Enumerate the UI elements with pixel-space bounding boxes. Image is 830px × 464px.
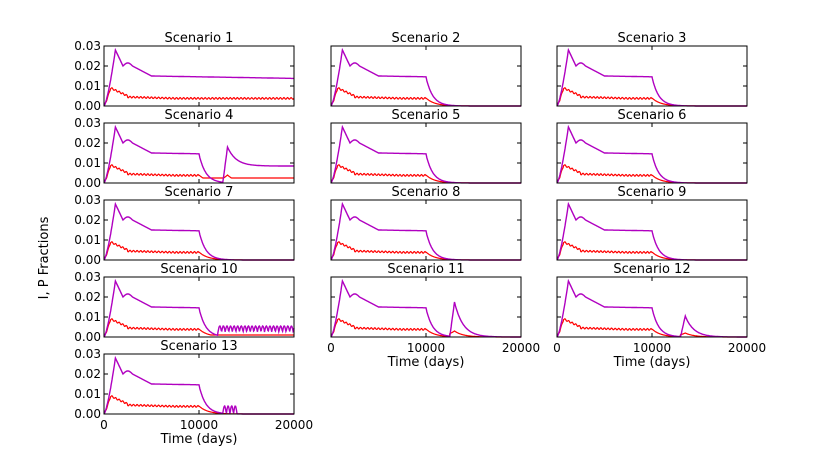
panel-title: Scenario 5	[392, 108, 461, 123]
series-i-line	[103, 87, 295, 107]
y-tick-label: 0.03	[74, 39, 101, 53]
panel-title: Scenario 4	[165, 108, 234, 123]
scenario-panel: Scenario 4 0.00 0.01 0.02 0.03	[74, 108, 295, 190]
scenario-panel: Scenario 13 0.00 0.01 0.02 0.03 0 10000 20000 Ti…	[74, 339, 313, 447]
panel-title: Scenario 8	[392, 185, 461, 200]
y-tick-label: 0.01	[74, 156, 101, 170]
y-tick-label: 0.01	[74, 310, 101, 324]
scenario-panel: Scenario 9	[556, 185, 748, 261]
x-tick-label: 20000	[502, 341, 540, 355]
panel-grid: Scenario 1 0.00 0.01 0.02 0.03 Scenario 2 Scen…	[74, 31, 766, 447]
x-axis-label: Time (days)	[387, 355, 465, 370]
y-tick-label: 0.00	[74, 176, 101, 190]
series-p-line	[103, 47, 294, 107]
x-tick-label: 10000	[633, 341, 671, 355]
y-tick-label: 0.02	[74, 136, 101, 150]
scenario-panel: Scenario 2	[330, 31, 522, 107]
series-p-line	[103, 278, 295, 338]
y-tick-label: 0.00	[74, 330, 101, 344]
x-axis-label: Time (days)	[613, 355, 691, 370]
y-tick-label: 0.00	[74, 407, 101, 421]
x-tick-label: 20000	[728, 341, 766, 355]
y-tick-label: 0.02	[74, 367, 101, 381]
panel-title: Scenario 3	[618, 31, 687, 46]
y-tick-label: 0.03	[74, 193, 101, 207]
panel-title: Scenario 11	[387, 262, 464, 277]
series-p-line	[556, 278, 747, 338]
scenario-panel: Scenario 11 0 10000 20000 Time (days)	[327, 262, 540, 370]
y-tick-label: 0.01	[74, 79, 101, 93]
x-axis-label: Time (days)	[160, 432, 238, 447]
x-tick-label: 10000	[180, 418, 218, 432]
panel-title: Scenario 9	[618, 185, 687, 200]
panel-title: Scenario 7	[165, 185, 234, 200]
panel-title: Scenario 12	[613, 262, 690, 277]
series-i-line	[103, 318, 294, 338]
panel-title: Scenario 13	[160, 339, 237, 354]
panel-title: Scenario 2	[392, 31, 461, 46]
scenario-panel: Scenario 5	[330, 108, 522, 184]
scenario-panel: Scenario 6	[556, 108, 748, 184]
series-p-line	[330, 278, 521, 338]
y-tick-label: 0.03	[74, 270, 101, 284]
scenario-panel: Scenario 10 0.00 0.01 0.02 0.03	[74, 262, 295, 344]
y-tick-label: 0.03	[74, 116, 101, 130]
scenario-panel: Scenario 7 0.00 0.01 0.02 0.03	[74, 185, 295, 267]
panel-title: Scenario 1	[165, 31, 234, 46]
y-tick-label: 0.02	[74, 290, 101, 304]
scenario-panel: Scenario 1 0.00 0.01 0.02 0.03	[74, 31, 295, 113]
y-tick-label: 0.02	[74, 59, 101, 73]
scenario-panel: Scenario 3	[556, 31, 748, 107]
x-tick-label: 20000	[275, 418, 313, 432]
x-tick-label: 0	[327, 341, 335, 355]
y-tick-label: 0.02	[74, 213, 101, 227]
x-tick-label: 10000	[407, 341, 445, 355]
y-tick-label: 0.01	[74, 387, 101, 401]
panel-title: Scenario 6	[618, 108, 687, 123]
y-tick-label: 0.01	[74, 233, 101, 247]
x-tick-label: 0	[553, 341, 561, 355]
y-tick-label: 0.00	[74, 253, 101, 267]
scenario-panel: Scenario 8	[330, 185, 522, 261]
x-tick-label: 0	[100, 418, 108, 432]
y-tick-label: 0.00	[74, 99, 101, 113]
y-tick-label: 0.03	[74, 347, 101, 361]
series-i-line	[103, 164, 294, 184]
series-p-line	[103, 124, 294, 184]
scenario-panel: Scenario 12 0 10000 20000 Time (days)	[553, 262, 766, 370]
panel-title: Scenario 10	[160, 262, 237, 277]
y-axis-label: I, P Fractions	[37, 216, 52, 299]
